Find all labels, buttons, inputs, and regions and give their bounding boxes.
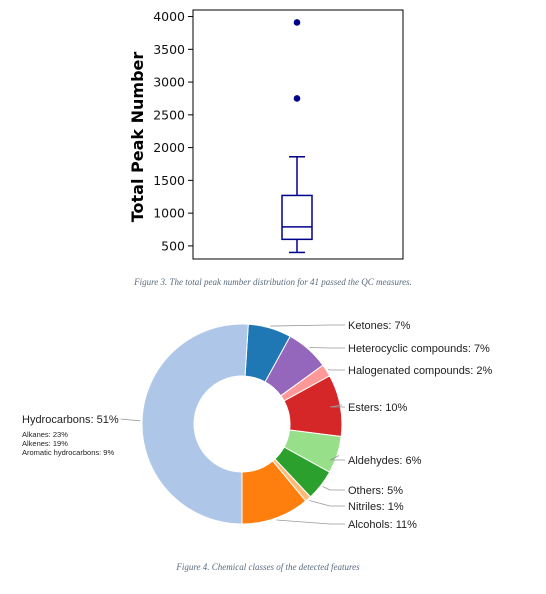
leader-line: [327, 368, 345, 371]
figure-3-caption: Figure 3. The total peak number distribu…: [133, 277, 412, 287]
plot-frame: [192, 9, 404, 260]
leader-line: [276, 519, 345, 525]
slice-label: Alcohols: 11%: [348, 519, 417, 531]
hydrocarbon-breakdown-label: Alkanes: 23%: [22, 430, 68, 439]
donut-labels: Ketones: 7% Heterocyclic compounds: 7% Hal…: [22, 320, 493, 531]
leader-line: [309, 500, 345, 507]
slice-label: Halogenated compounds: 2%: [348, 365, 493, 377]
y-tick-label: 4000: [153, 9, 185, 24]
donut-chart: [141, 323, 343, 525]
slice-label: Heterocyclic compounds: 7%: [348, 343, 490, 355]
leader-line: [309, 347, 345, 349]
y-tick-label: 2500: [153, 107, 185, 122]
slice-label: Ketones: 7%: [348, 320, 411, 332]
leader-line: [329, 404, 345, 408]
slice-label: Aldehydes: 6%: [348, 455, 422, 467]
leader-line: [322, 486, 345, 491]
y-tick-label: 500: [161, 238, 185, 253]
y-tick-label: 2000: [153, 140, 185, 155]
y-axis-ticks: 500 1000 1500 2000 2500 3000 3500 4000: [153, 9, 193, 253]
y-tick-label: 1500: [153, 173, 185, 188]
figure-4-caption: Figure 4. Chemical classes of the detect…: [175, 562, 360, 572]
y-axis-label: Total Peak Number: [128, 52, 147, 223]
leader-line: [270, 324, 345, 327]
box-plot: Total Peak Number 500 1000 1500 2000 2500 300…: [128, 9, 404, 260]
slice-label: Hydrocarbons: 51%: [22, 414, 119, 426]
y-tick-label: 3500: [153, 42, 185, 57]
hydrocarbon-breakdown-label: Aromatic hydrocarbons: 9%: [22, 448, 114, 457]
slice-label: Esters: 10%: [348, 402, 408, 414]
y-tick-label: 1000: [153, 206, 185, 221]
leader-line: [329, 455, 345, 461]
slice-label: Others: 5%: [348, 485, 403, 497]
donut-slice: [141, 323, 249, 525]
interquartile-box: [281, 194, 313, 241]
outlier-point: [293, 19, 301, 26]
slice-label: Nitriles: 1%: [348, 501, 404, 513]
outlier-point: [293, 95, 301, 102]
y-tick-label: 3000: [153, 75, 185, 90]
box-marks: [281, 19, 313, 254]
leader-line: [120, 418, 141, 422]
hydrocarbon-breakdown-label: Alkenes: 19%: [22, 439, 68, 448]
